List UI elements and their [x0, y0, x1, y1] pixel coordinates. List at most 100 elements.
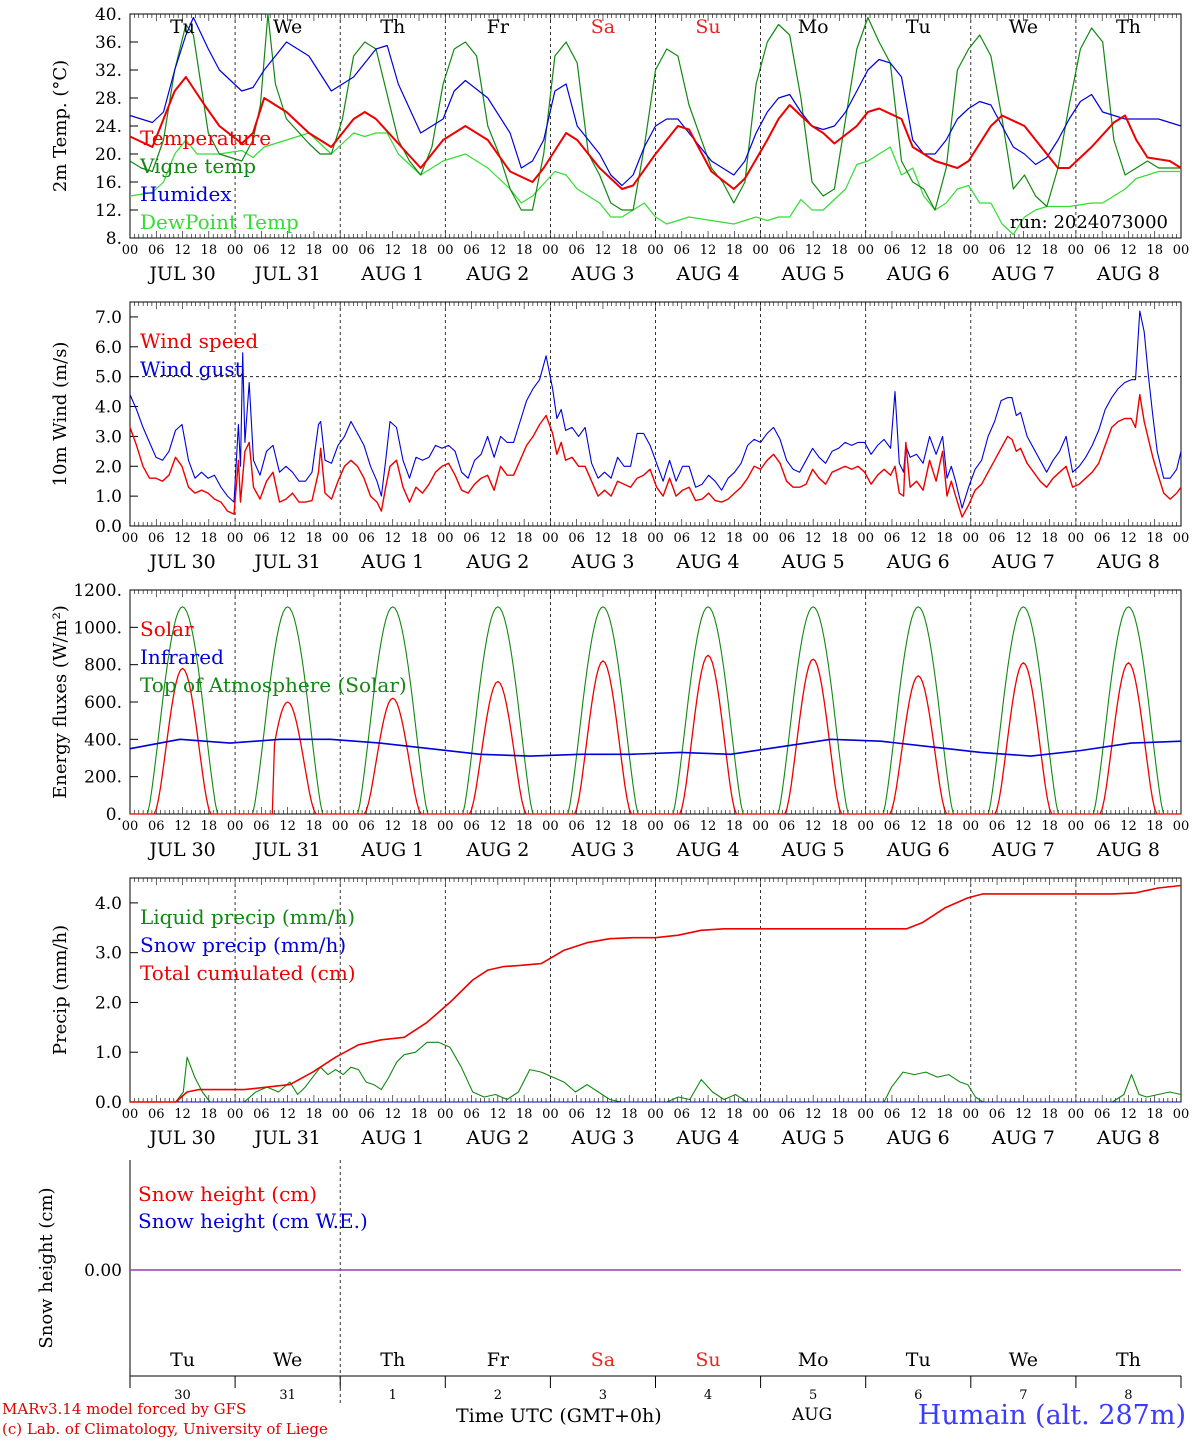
date-label: JUL 31 — [252, 839, 320, 861]
hour-tick-label: 00 — [542, 243, 559, 258]
weekday-label: We — [273, 1349, 302, 1371]
date-label: AUG 6 — [886, 1127, 950, 1149]
hour-tick-label: 18 — [306, 819, 323, 834]
date-label: AUG 8 — [1096, 263, 1160, 285]
hour-tick-label: 00 — [227, 1107, 244, 1122]
hour-tick-label: 06 — [568, 1107, 585, 1122]
y-tick-label: 0.0 — [95, 1093, 122, 1113]
hour-tick-label: 00 — [542, 1107, 559, 1122]
hour-tick-label: 12 — [279, 1107, 296, 1122]
hour-tick-label: 18 — [201, 1107, 218, 1122]
date-label: AUG 4 — [676, 551, 740, 573]
hour-tick-label: 06 — [884, 531, 901, 546]
y-tick-label: 800. — [84, 656, 122, 676]
hour-tick-label: 18 — [831, 531, 848, 546]
hour-tick-label: 12 — [1015, 1107, 1032, 1122]
hour-tick-label: 06 — [358, 1107, 375, 1122]
hour-tick-label: 00 — [332, 1107, 349, 1122]
hour-tick-label: 06 — [674, 1107, 691, 1122]
hour-tick-label: 18 — [516, 531, 533, 546]
hour-tick-label: 00 — [752, 531, 769, 546]
weekday-label: Mo — [798, 1349, 829, 1371]
date-label: JUL 30 — [147, 1127, 215, 1149]
hour-tick-label: 18 — [201, 243, 218, 258]
hour-tick-label: 06 — [148, 531, 165, 546]
hour-tick-label: 00 — [647, 1107, 664, 1122]
y-axis-label: Energy fluxes (W/m²) — [50, 605, 71, 799]
hour-tick-label: 12 — [595, 1107, 612, 1122]
hour-tick-label: 00 — [542, 819, 559, 834]
hour-tick-label: 12 — [1015, 531, 1032, 546]
hour-tick-label: 06 — [253, 819, 270, 834]
date-label: AUG 4 — [676, 263, 740, 285]
hour-tick-label: 18 — [411, 531, 428, 546]
hour-tick-label: 12 — [910, 243, 927, 258]
hour-tick-label: 18 — [726, 819, 743, 834]
hour-tick-label: 00 — [122, 819, 139, 834]
hour-tick-label: 00 — [1173, 819, 1190, 834]
hour-tick-label: 00 — [227, 819, 244, 834]
hour-tick-label: 18 — [306, 531, 323, 546]
hour-tick-label: 12 — [490, 531, 507, 546]
hour-tick-label: 12 — [1015, 819, 1032, 834]
y-tick-label: 600. — [84, 693, 122, 713]
y-tick-label: 1.0 — [95, 487, 122, 507]
hour-tick-label: 18 — [936, 819, 953, 834]
hour-tick-label: 06 — [148, 243, 165, 258]
hour-tick-label: 18 — [936, 243, 953, 258]
date-label: AUG 5 — [781, 839, 845, 861]
weekday-label: Mo — [798, 16, 829, 38]
hour-tick-label: 18 — [201, 531, 218, 546]
hour-tick-label: 00 — [1068, 1107, 1085, 1122]
hour-tick-label: 18 — [306, 1107, 323, 1122]
weekday-label: Su — [695, 1349, 720, 1371]
weekday-label: Fr — [487, 16, 510, 38]
weekday-label: We — [1009, 1349, 1038, 1371]
legend-entry: Infrared — [140, 645, 224, 669]
date-label: AUG 5 — [781, 551, 845, 573]
hour-tick-label: 06 — [463, 1107, 480, 1122]
hour-tick-label: 12 — [384, 1107, 401, 1122]
y-tick-label: 40. — [95, 5, 122, 25]
y-tick-label: 36. — [95, 33, 122, 53]
hour-tick-label: 00 — [542, 531, 559, 546]
series-line — [129, 16, 1182, 187]
hour-tick-label: 00 — [437, 243, 454, 258]
month-label: AUG — [792, 1405, 833, 1425]
weekday-label: Th — [1116, 1349, 1141, 1371]
y-tick-label: 28. — [95, 89, 122, 109]
y-tick-label: 0.00 — [84, 1261, 122, 1281]
y-tick-label: 0. — [106, 805, 122, 825]
hour-tick-label: 12 — [1120, 819, 1137, 834]
weekday-label: Fr — [487, 1349, 510, 1371]
hour-tick-label: 06 — [1094, 819, 1111, 834]
hour-tick-label: 12 — [700, 1107, 717, 1122]
hour-tick-label: 00 — [963, 1107, 980, 1122]
date-label: AUG 1 — [360, 551, 424, 573]
hour-tick-label: 12 — [700, 243, 717, 258]
hour-tick-label: 12 — [595, 243, 612, 258]
hour-tick-label: 00 — [332, 819, 349, 834]
hour-tick-label: 18 — [411, 243, 428, 258]
hour-tick-label: 18 — [516, 1107, 533, 1122]
hour-tick-label: 18 — [516, 243, 533, 258]
weekday-label: Tu — [170, 16, 195, 38]
hour-tick-label: 00 — [1173, 531, 1190, 546]
series-line — [129, 76, 1182, 190]
date-label: AUG 8 — [1096, 551, 1160, 573]
hour-tick-label: 12 — [174, 243, 191, 258]
date-label: AUG 1 — [360, 263, 424, 285]
date-label: AUG 7 — [991, 1127, 1055, 1149]
hour-tick-label: 18 — [621, 531, 638, 546]
hour-tick-label: 06 — [884, 1107, 901, 1122]
series-line — [129, 13, 1181, 211]
hour-tick-label: 18 — [1146, 243, 1163, 258]
hour-tick-label: 18 — [831, 1107, 848, 1122]
hour-tick-label: 12 — [700, 531, 717, 546]
date-label: JUL 30 — [147, 263, 215, 285]
weekday-label: Th — [1116, 16, 1141, 38]
hour-tick-label: 18 — [411, 819, 428, 834]
y-tick-label: 400. — [84, 730, 122, 750]
hour-tick-label: 00 — [857, 243, 874, 258]
y-tick-label: 12. — [95, 201, 122, 221]
